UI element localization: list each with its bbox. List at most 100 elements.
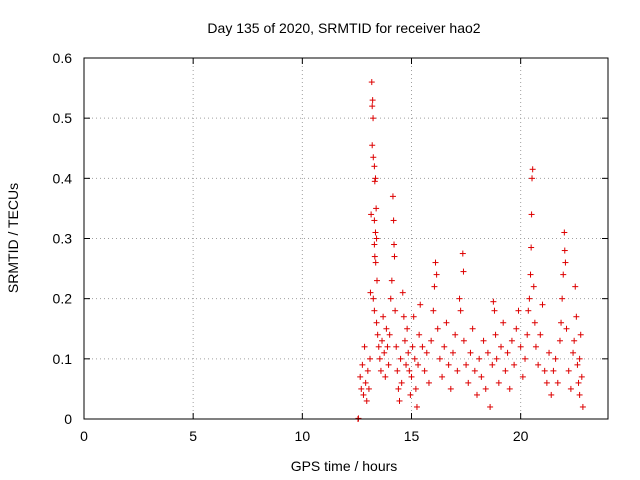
data-point xyxy=(493,355,500,362)
data-point xyxy=(371,163,378,170)
data-point xyxy=(573,313,580,320)
data-point xyxy=(482,385,489,392)
data-point xyxy=(411,355,418,362)
data-point xyxy=(565,367,572,374)
y-tick-label: 0 xyxy=(64,411,72,427)
data-point xyxy=(469,325,476,332)
data-point xyxy=(428,337,435,344)
y-tick-label: 0.4 xyxy=(53,170,73,186)
data-point xyxy=(570,349,577,356)
data-point xyxy=(361,343,368,350)
axis-ticks: 0 0.1 0.2 0.3 0.4 0.5 0.6 0 5 10 15 20 xyxy=(53,50,608,444)
data-point xyxy=(371,178,378,185)
data-point xyxy=(552,355,559,362)
x-tick-label: 0 xyxy=(80,428,88,444)
data-point xyxy=(383,325,390,332)
data-point xyxy=(460,337,467,344)
data-point xyxy=(484,349,491,356)
data-point xyxy=(370,295,377,302)
data-point xyxy=(562,259,569,266)
data-point xyxy=(480,337,487,344)
data-point xyxy=(529,166,536,173)
data-point xyxy=(370,154,377,161)
data-point xyxy=(391,241,398,248)
data-point xyxy=(443,319,450,326)
y-tick-label: 0.6 xyxy=(53,50,73,66)
data-point xyxy=(445,361,452,368)
data-point xyxy=(398,379,405,386)
x-tick-label: 20 xyxy=(513,428,529,444)
data-point xyxy=(575,379,582,386)
data-point xyxy=(561,247,568,254)
data-point xyxy=(467,349,474,356)
data-point xyxy=(394,367,401,374)
data-point xyxy=(430,307,437,314)
data-point xyxy=(374,277,381,284)
data-point xyxy=(382,373,389,380)
data-point xyxy=(576,391,583,398)
data-point xyxy=(380,313,387,320)
data-point xyxy=(385,361,392,368)
data-point xyxy=(532,343,539,350)
data-point xyxy=(436,355,443,362)
data-point xyxy=(457,307,464,314)
data-point xyxy=(372,175,379,182)
data-point xyxy=(405,349,412,356)
data-point xyxy=(511,361,518,368)
data-point xyxy=(416,331,423,338)
data-point xyxy=(559,295,566,302)
x-axis-label: GPS time / hours xyxy=(291,458,398,474)
data-point xyxy=(463,361,470,368)
data-point xyxy=(431,283,438,290)
data-point xyxy=(392,307,399,314)
data-point xyxy=(375,343,382,350)
data-point xyxy=(371,241,378,248)
data-point xyxy=(465,379,472,386)
data-point xyxy=(502,367,509,374)
data-point xyxy=(389,193,396,200)
data-point xyxy=(441,343,448,350)
data-point xyxy=(387,295,394,302)
data-point xyxy=(487,403,494,410)
data-point xyxy=(543,379,550,386)
data-point xyxy=(491,307,498,314)
data-point xyxy=(369,103,376,110)
y-tick-label: 0.1 xyxy=(53,351,73,367)
data-point xyxy=(371,307,378,314)
data-point xyxy=(397,355,404,362)
data-point xyxy=(374,331,381,338)
data-point xyxy=(528,211,535,218)
data-point xyxy=(492,331,499,338)
data-point xyxy=(417,301,424,308)
data-point xyxy=(388,277,395,284)
data-point xyxy=(529,175,536,182)
data-point xyxy=(391,253,398,260)
data-point xyxy=(399,289,406,296)
data-point xyxy=(358,385,365,392)
x-tick-label: 5 xyxy=(189,428,197,444)
data-point xyxy=(371,217,378,224)
data-point xyxy=(525,307,532,314)
data-point xyxy=(393,343,400,350)
data-point xyxy=(554,379,561,386)
data-point xyxy=(372,229,379,236)
data-point xyxy=(367,289,374,296)
data-point xyxy=(454,367,461,374)
data-point xyxy=(571,337,578,344)
data-point xyxy=(546,349,553,356)
data-point xyxy=(368,79,375,86)
data-point xyxy=(400,313,407,320)
data-point xyxy=(369,97,376,104)
data-point xyxy=(524,331,531,338)
data-point xyxy=(373,235,380,242)
data-point xyxy=(471,367,478,374)
data-point xyxy=(527,271,534,278)
data-point xyxy=(537,331,544,338)
data-point xyxy=(528,244,535,251)
data-point xyxy=(506,385,513,392)
data-point xyxy=(423,349,430,356)
data-point xyxy=(434,325,441,332)
data-point xyxy=(395,385,402,392)
data-point xyxy=(419,343,426,350)
